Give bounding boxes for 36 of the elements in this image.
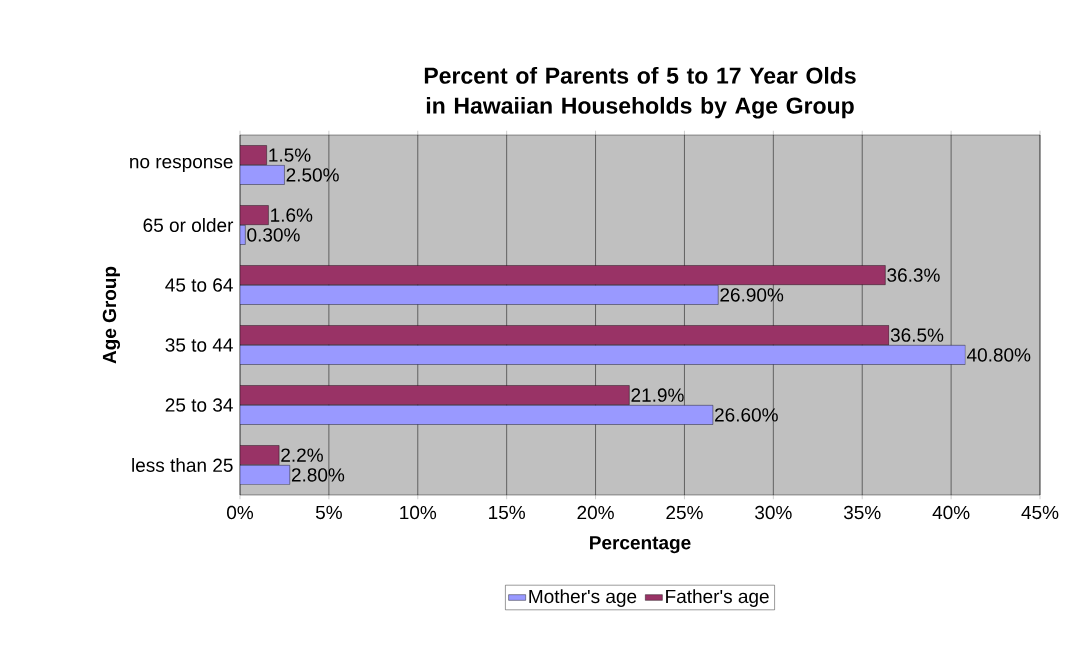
- legend-label: Mother's age: [529, 589, 637, 607]
- x-tick-label: 30%: [755, 505, 792, 520]
- chart-title: Percent of Parents of 5 to 17 Year Olds in Hawaiian Households by Age Group: [424, 66, 856, 119]
- data-label: 21.9%: [631, 388, 684, 402]
- y-tick-label: 45 to 64: [165, 278, 233, 292]
- x-tick-label: 10%: [400, 505, 437, 520]
- bar: [240, 385, 630, 405]
- data-label: 2.50%: [286, 168, 339, 182]
- y-tick-label: less than 25: [132, 458, 233, 472]
- legend-label: Father's age: [666, 589, 769, 607]
- x-tick-label: 0%: [227, 505, 254, 520]
- data-label: 2.80%: [291, 468, 345, 482]
- data-label: 26.90%: [720, 288, 784, 302]
- data-label: 36.5%: [890, 328, 944, 342]
- x-tick-label: 45%: [1021, 505, 1059, 520]
- x-tick-label: 15%: [489, 505, 525, 520]
- y-tick-label: no response: [130, 157, 233, 173]
- data-label: 26.60%: [715, 408, 778, 422]
- y-tick-label: 35 to 44: [165, 338, 233, 352]
- data-label: 40.80%: [966, 348, 1031, 362]
- x-tick-label: 25%: [666, 505, 703, 520]
- data-label: 36.3%: [887, 268, 940, 282]
- x-tick-label: 20%: [577, 505, 614, 520]
- data-label: 2.2%: [281, 448, 323, 462]
- x-tick-label: 35%: [843, 505, 881, 520]
- x-tick-label: 5%: [315, 505, 342, 520]
- bar: [240, 325, 890, 345]
- data-label: 1.5%: [269, 148, 311, 162]
- y-tick-label: 65 or older: [143, 218, 234, 232]
- y-axis-title: Age Group: [102, 266, 121, 364]
- x-tick-label: 40%: [932, 505, 970, 520]
- data-label: 1.6%: [271, 208, 313, 222]
- x-axis-title: Percentage: [590, 536, 691, 554]
- y-tick-label: 25 to 34: [165, 398, 233, 412]
- data-label: 0.30%: [247, 228, 300, 242]
- bar: [240, 265, 886, 285]
